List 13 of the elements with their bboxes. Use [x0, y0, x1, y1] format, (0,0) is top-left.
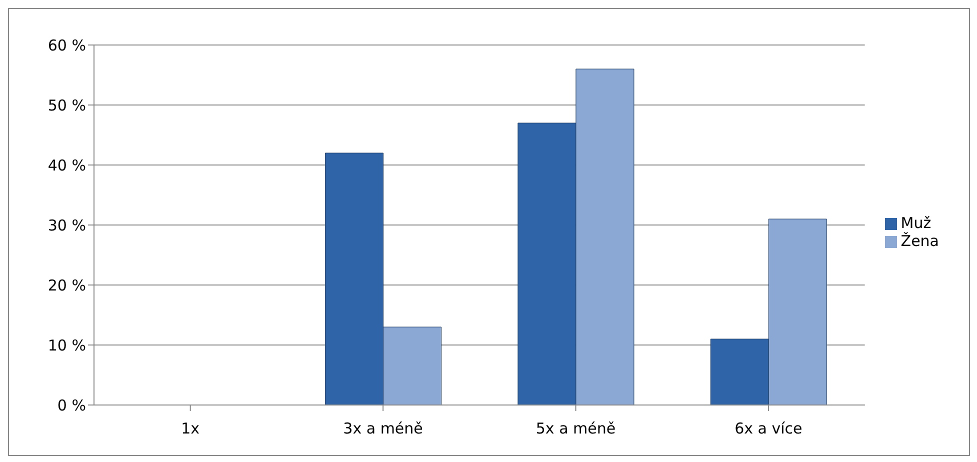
- legend-label: Muž: [900, 214, 932, 232]
- y-tick-label: 10 %: [48, 336, 86, 354]
- x-tick-label: 6x a více: [734, 420, 802, 438]
- x-tick-label: 3x a méně: [343, 420, 423, 438]
- y-tick-label: 60 %: [48, 36, 86, 54]
- y-tick-label: 40 %: [48, 156, 86, 174]
- x-tick-label: 5x a méně: [536, 420, 616, 438]
- x-tick-label: 1x: [181, 420, 200, 438]
- y-tick-label: 50 %: [48, 96, 86, 114]
- legend-label: Žena: [900, 232, 939, 250]
- y-tick-label: 30 %: [48, 216, 86, 234]
- y-tick-label: 20 %: [48, 276, 86, 294]
- y-tick-label: 0 %: [57, 396, 86, 414]
